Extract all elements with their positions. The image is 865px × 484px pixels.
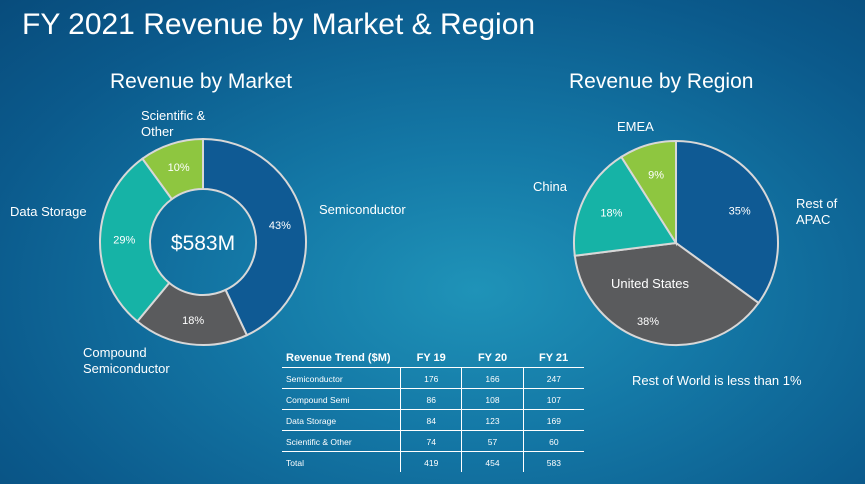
region-value-label-united-states: 38% (637, 316, 659, 328)
table-cell: 84 (400, 409, 462, 431)
table-cell: 107 (522, 388, 584, 410)
market-label-compound-semiconductor: Compound Semiconductor (83, 345, 170, 376)
table-cell: 86 (400, 388, 462, 410)
table-cell: 60 (522, 430, 584, 452)
table-cell: 166 (461, 367, 524, 389)
region-value-label-china: 18% (600, 208, 622, 220)
footnote: Rest of World is less than 1% (632, 373, 802, 388)
region-value-label-emea: 9% (648, 169, 664, 181)
market-slice-data-storage (99, 157, 174, 323)
table-cell: 176 (400, 367, 462, 389)
table-header-cell: FY 19 (400, 348, 462, 368)
market-chart-title: Revenue by Market (110, 70, 293, 93)
table-header-cell: FY 20 (461, 348, 524, 368)
region-label-united-states: United States (611, 276, 690, 291)
market-label-scientific-other: Scientific & Other (141, 108, 206, 139)
table-header-row: Revenue Trend ($M) FY 19 FY 20 FY 21 (282, 348, 584, 368)
table-cell: 583 (522, 451, 584, 472)
region-slice-emea (619, 139, 677, 247)
table-row: Total 419 454 583 (282, 451, 584, 472)
market-label-data-storage: Data Storage (10, 204, 87, 219)
table-cell: 454 (461, 451, 524, 472)
table-header-cell: FY 21 (523, 348, 584, 368)
table-cell: 57 (461, 430, 524, 452)
table-row: Compound Semi 86 108 107 (282, 388, 584, 410)
table-cell: Compound Semi (282, 388, 401, 410)
region-label-emea: EMEA (617, 119, 654, 134)
market-value-label-compound-semiconductor: 18% (182, 315, 204, 327)
table-cell: Data Storage (282, 409, 401, 431)
region-slice-united-states (573, 241, 760, 346)
table-row: Scientific & Other 74 57 60 (282, 430, 584, 452)
market-value-label-semiconductor: 43% (269, 220, 291, 232)
region-value-label-rest-of-apac: 35% (729, 206, 751, 218)
revenue-trend-table: Revenue Trend ($M) FY 19 FY 20 FY 21 Sem… (282, 348, 584, 472)
table-header-cell: Revenue Trend ($M) (282, 348, 401, 368)
table-cell: 169 (522, 409, 584, 431)
table-cell: 108 (461, 388, 524, 410)
region-slice-rest-of-apac (675, 139, 779, 305)
market-label-semiconductor: Semiconductor (319, 202, 406, 217)
table-row: Semiconductor 176 166 247 (282, 367, 584, 389)
table-cell: 123 (461, 409, 524, 431)
page-title: FY 2021 Revenue by Market & Region (22, 8, 536, 41)
market-center-total: $583M (171, 232, 235, 255)
table-cell: 74 (400, 430, 462, 452)
table-cell: 419 (400, 451, 462, 472)
region-slice-china (573, 155, 678, 257)
market-slice-semiconductor (202, 137, 307, 337)
region-label-china: China (533, 179, 567, 194)
market-slice-scientific-other (141, 137, 204, 201)
table-row: Data Storage 84 123 169 (282, 409, 584, 431)
region-label-rest-of-apac: Rest of APAC (796, 196, 838, 227)
region-chart-title: Revenue by Region (569, 70, 754, 93)
table-cell: Semiconductor (282, 367, 401, 389)
market-value-label-scientific-other: 10% (168, 162, 190, 174)
market-value-label-data-storage: 29% (113, 235, 135, 247)
table-cell: 247 (522, 367, 584, 389)
table-cell: Scientific & Other (282, 430, 401, 452)
table-cell: Total (282, 451, 401, 472)
